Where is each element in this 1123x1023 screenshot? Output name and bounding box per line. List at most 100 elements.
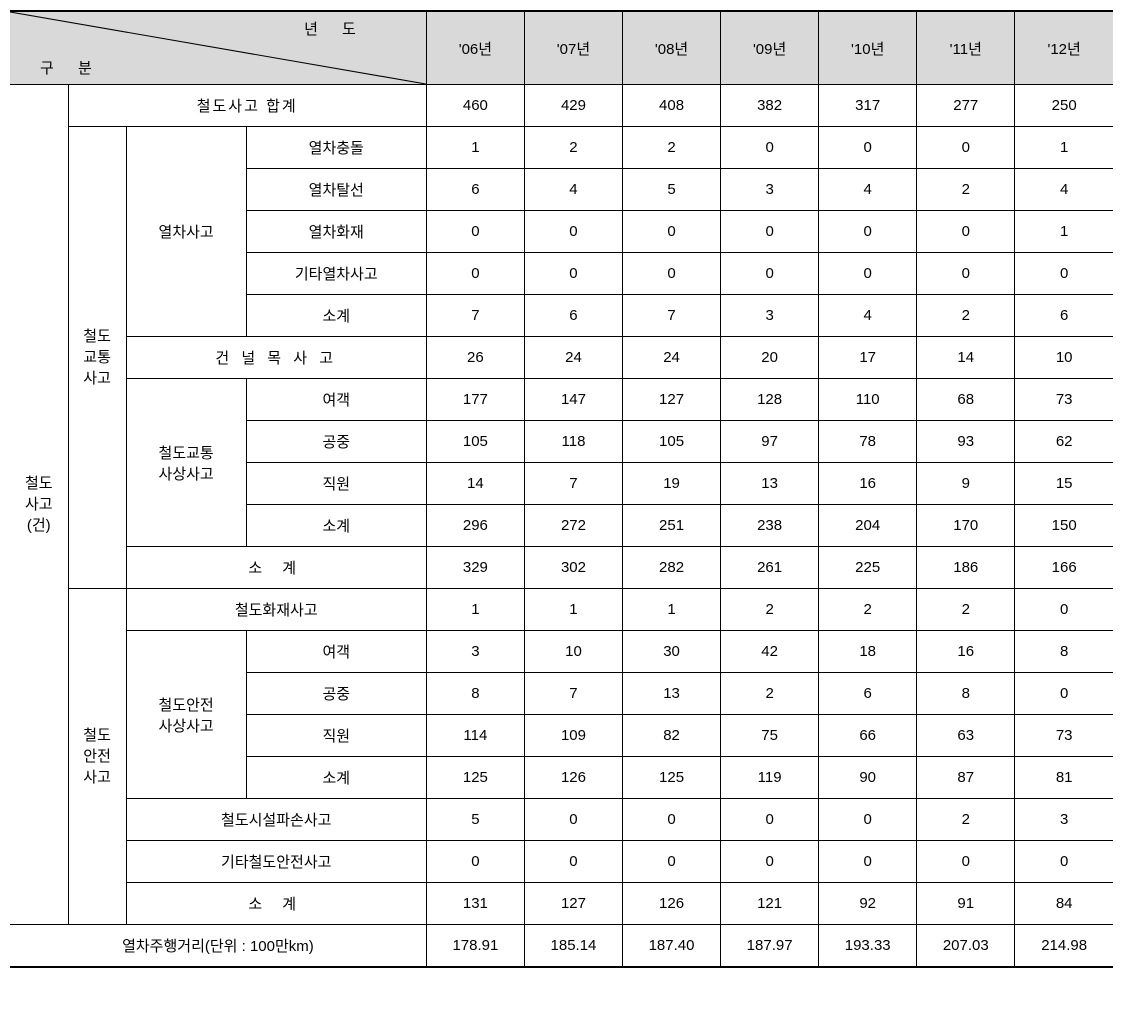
cell: 186 bbox=[917, 547, 1015, 589]
cell: 127 bbox=[524, 883, 622, 925]
cell: 6 bbox=[819, 673, 917, 715]
cell: 0 bbox=[623, 253, 721, 295]
cell: 10 bbox=[1015, 337, 1113, 379]
cell: 17 bbox=[819, 337, 917, 379]
cell: 0 bbox=[426, 253, 524, 295]
cell: 84 bbox=[1015, 883, 1113, 925]
cell: 2 bbox=[721, 673, 819, 715]
cell: 5 bbox=[623, 169, 721, 211]
public-label: 공중 bbox=[246, 673, 426, 715]
cell: 0 bbox=[917, 253, 1015, 295]
table-row: 철도안전 사상사고 여객 3 10 30 42 18 16 8 bbox=[10, 631, 1113, 673]
cell: 147 bbox=[524, 379, 622, 421]
cell: 13 bbox=[721, 463, 819, 505]
cell: 78 bbox=[819, 421, 917, 463]
cell: 4 bbox=[524, 169, 622, 211]
year-col-3: '09년 bbox=[721, 11, 819, 85]
other-train-label: 기타열차사고 bbox=[246, 253, 426, 295]
cell: 7 bbox=[524, 463, 622, 505]
cell: 317 bbox=[819, 85, 917, 127]
cell: 82 bbox=[623, 715, 721, 757]
cell: 329 bbox=[426, 547, 524, 589]
cell: 7 bbox=[524, 673, 622, 715]
cell: 2 bbox=[917, 169, 1015, 211]
cell: 0 bbox=[917, 127, 1015, 169]
cell: 19 bbox=[623, 463, 721, 505]
cell: 126 bbox=[623, 883, 721, 925]
cell: 1 bbox=[623, 589, 721, 631]
cell: 16 bbox=[917, 631, 1015, 673]
cell: 1 bbox=[524, 589, 622, 631]
cell: 125 bbox=[426, 757, 524, 799]
cell: 73 bbox=[1015, 715, 1113, 757]
cell: 6 bbox=[1015, 295, 1113, 337]
cell: 0 bbox=[819, 253, 917, 295]
cell: 150 bbox=[1015, 505, 1113, 547]
cell: 128 bbox=[721, 379, 819, 421]
cell: 0 bbox=[917, 211, 1015, 253]
passenger-label: 여객 bbox=[246, 379, 426, 421]
safety-casualty-label: 철도안전 사상사고 bbox=[126, 631, 246, 799]
cell: 109 bbox=[524, 715, 622, 757]
collision-label: 열차충돌 bbox=[246, 127, 426, 169]
cell: 93 bbox=[917, 421, 1015, 463]
cell: 15 bbox=[1015, 463, 1113, 505]
total-label: 철도사고 합계 bbox=[68, 85, 426, 127]
crossing-label: 건 널 목 사 고 bbox=[126, 337, 426, 379]
cell: 105 bbox=[426, 421, 524, 463]
cell: 16 bbox=[819, 463, 917, 505]
cell: 18 bbox=[819, 631, 917, 673]
cell: 0 bbox=[623, 799, 721, 841]
cell: 6 bbox=[426, 169, 524, 211]
cell: 14 bbox=[426, 463, 524, 505]
cell: 2 bbox=[524, 127, 622, 169]
cell: 1 bbox=[1015, 211, 1113, 253]
cell: 3 bbox=[721, 295, 819, 337]
traffic-cas-subtotal-label: 소계 bbox=[246, 505, 426, 547]
cell: 185.14 bbox=[524, 925, 622, 968]
cell: 5 bbox=[426, 799, 524, 841]
cell: 261 bbox=[721, 547, 819, 589]
facility-damage-label: 철도시설파손사고 bbox=[126, 799, 426, 841]
cell: 13 bbox=[623, 673, 721, 715]
cell: 1 bbox=[426, 589, 524, 631]
cell: 2 bbox=[721, 589, 819, 631]
cell: 0 bbox=[426, 841, 524, 883]
traffic-category: 철도 교통 사고 bbox=[68, 127, 126, 589]
cell: 187.40 bbox=[623, 925, 721, 968]
cell: 0 bbox=[623, 211, 721, 253]
cell: 75 bbox=[721, 715, 819, 757]
cell: 126 bbox=[524, 757, 622, 799]
cell: 177 bbox=[426, 379, 524, 421]
cell: 26 bbox=[426, 337, 524, 379]
cell: 0 bbox=[623, 841, 721, 883]
staff-label: 직원 bbox=[246, 463, 426, 505]
cell: 127 bbox=[623, 379, 721, 421]
header-year-label: 년 도 bbox=[304, 18, 366, 39]
cell: 91 bbox=[917, 883, 1015, 925]
safety-cas-subtotal-label: 소계 bbox=[246, 757, 426, 799]
cell: 0 bbox=[524, 841, 622, 883]
cell: 0 bbox=[426, 211, 524, 253]
cell: 131 bbox=[426, 883, 524, 925]
cell: 90 bbox=[819, 757, 917, 799]
cell: 0 bbox=[819, 841, 917, 883]
table-row: 소 계 329 302 282 261 225 186 166 bbox=[10, 547, 1113, 589]
cell: 296 bbox=[426, 505, 524, 547]
cell: 9 bbox=[917, 463, 1015, 505]
traffic-subtotal-label: 소 계 bbox=[126, 547, 426, 589]
cell: 0 bbox=[1015, 253, 1113, 295]
cell: 251 bbox=[623, 505, 721, 547]
cell: 0 bbox=[721, 841, 819, 883]
cell: 68 bbox=[917, 379, 1015, 421]
cell: 118 bbox=[524, 421, 622, 463]
cell: 204 bbox=[819, 505, 917, 547]
cell: 63 bbox=[917, 715, 1015, 757]
cell: 2 bbox=[917, 295, 1015, 337]
cell: 225 bbox=[819, 547, 917, 589]
cell: 382 bbox=[721, 85, 819, 127]
cell: 0 bbox=[721, 799, 819, 841]
table-row: 기타철도안전사고 0 0 0 0 0 0 0 bbox=[10, 841, 1113, 883]
cell: 73 bbox=[1015, 379, 1113, 421]
year-col-0: '06년 bbox=[426, 11, 524, 85]
